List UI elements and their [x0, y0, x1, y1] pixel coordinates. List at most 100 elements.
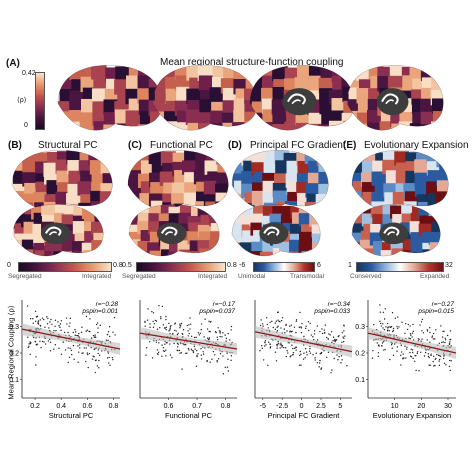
data-point — [449, 341, 451, 343]
data-point — [152, 312, 155, 314]
data-point — [29, 353, 31, 355]
y-tick-label: 0.3 — [355, 324, 365, 331]
data-point — [93, 348, 96, 350]
data-point — [186, 324, 188, 327]
data-point — [88, 330, 90, 332]
data-point — [403, 357, 405, 359]
data-point — [96, 322, 99, 324]
data-point — [292, 351, 295, 354]
data-point — [43, 318, 45, 321]
data-point — [39, 319, 41, 321]
data-point — [200, 328, 202, 331]
data-point — [74, 328, 76, 331]
data-point — [314, 357, 316, 359]
data-point — [44, 326, 46, 328]
data-point — [227, 370, 230, 372]
data-point — [449, 369, 451, 372]
data-point — [204, 318, 206, 320]
panel-e-title: Evolutionary Expansion — [364, 140, 469, 151]
data-point — [438, 360, 440, 362]
data-point — [315, 352, 317, 354]
data-point — [97, 331, 99, 334]
data-point — [338, 356, 340, 358]
data-point — [170, 324, 172, 327]
data-point — [145, 347, 148, 349]
data-point — [424, 351, 427, 354]
data-point — [426, 339, 428, 341]
data-point — [200, 354, 203, 356]
data-point — [343, 330, 345, 332]
data-point — [400, 364, 402, 366]
data-point — [377, 352, 380, 354]
data-point — [396, 325, 398, 328]
data-point — [92, 334, 95, 337]
data-point — [282, 346, 285, 349]
data-point — [341, 359, 343, 361]
data-point — [393, 343, 396, 345]
data-point — [112, 358, 114, 361]
data-point — [426, 329, 429, 331]
data-point — [224, 366, 226, 368]
y-tick-label: 0.2 — [9, 350, 19, 357]
x-axis-label: Functional PC — [165, 411, 213, 420]
data-point — [162, 350, 165, 352]
data-point — [192, 350, 195, 352]
data-point — [49, 321, 51, 323]
data-point — [312, 336, 314, 338]
data-point — [342, 336, 344, 338]
data-point — [158, 304, 160, 307]
colorbar-gradient-right: Transmodal — [290, 273, 325, 280]
data-point — [281, 317, 284, 319]
data-point — [28, 343, 30, 345]
data-point — [276, 329, 279, 332]
data-point — [300, 364, 302, 366]
data-point — [376, 342, 378, 344]
data-point — [283, 328, 286, 330]
data-point — [35, 364, 37, 366]
data-point — [266, 323, 269, 326]
data-point — [227, 358, 229, 361]
data-point — [217, 358, 220, 360]
data-point — [428, 364, 430, 366]
data-point — [341, 341, 343, 344]
data-point — [399, 354, 402, 357]
data-point — [107, 339, 109, 342]
data-point — [426, 330, 429, 332]
data-point — [94, 371, 96, 374]
data-point — [392, 329, 395, 331]
data-point — [327, 338, 329, 340]
data-point — [313, 330, 316, 332]
data-point — [406, 328, 409, 331]
data-point — [57, 321, 59, 323]
data-point — [259, 350, 261, 352]
data-point — [227, 332, 229, 335]
data-point — [202, 351, 204, 353]
data-point — [216, 361, 218, 363]
data-point — [415, 369, 417, 372]
data-point — [41, 317, 44, 319]
data-point — [206, 337, 209, 339]
data-point — [405, 357, 407, 359]
data-point — [411, 332, 414, 334]
data-point — [266, 317, 268, 319]
y-tick-label: 0.1 — [355, 377, 365, 384]
data-point — [230, 325, 233, 328]
data-point — [316, 339, 319, 341]
data-point — [191, 349, 193, 352]
data-point — [85, 360, 87, 363]
data-point — [74, 331, 77, 333]
data-point — [88, 352, 91, 355]
data-point — [304, 357, 306, 359]
data-point — [78, 351, 80, 353]
data-point — [435, 329, 437, 331]
data-point — [420, 321, 423, 323]
data-point — [28, 345, 30, 347]
data-point — [87, 366, 89, 369]
data-point — [400, 351, 403, 353]
data-point — [108, 362, 110, 364]
data-point — [214, 331, 217, 333]
data-point — [449, 330, 452, 332]
data-point — [48, 327, 50, 329]
data-point — [404, 345, 406, 347]
x-tick-label: 5 — [338, 403, 342, 410]
